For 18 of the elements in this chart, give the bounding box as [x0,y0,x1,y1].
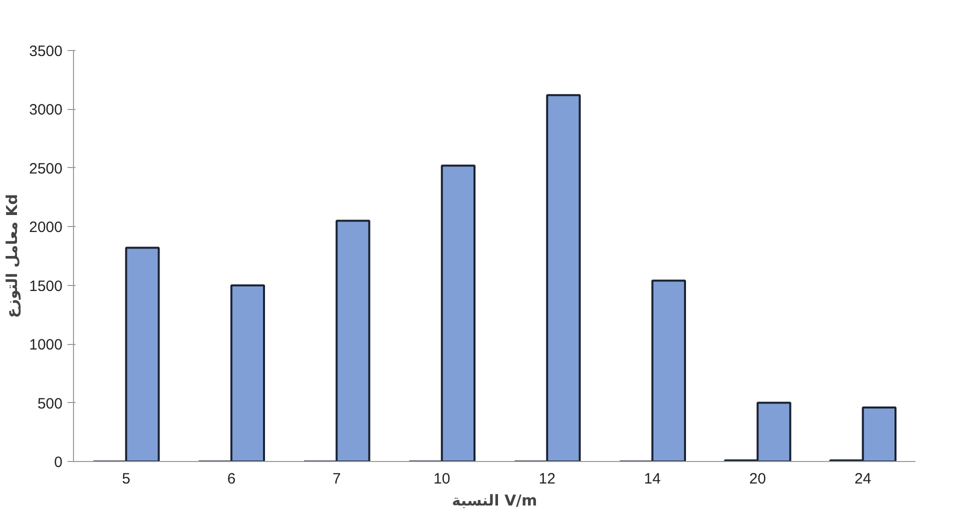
x-tick-label: 6 [227,470,236,488]
y-tick-label: 3000 [29,102,63,119]
y-tick-label: 1000 [29,336,63,354]
x-tick-label: 5 [122,470,130,488]
y-tick-label: 2000 [29,219,63,236]
y-tick-label: 2500 [29,160,63,178]
x-tick-label: 7 [332,470,341,488]
y-tick-label: 500 [37,395,63,412]
x-tick-label: 14 [644,470,661,488]
y-tick-label: 3500 [29,43,63,60]
x-tick-label: 12 [538,470,556,488]
x-tick-label: 20 [749,470,766,488]
y-tick-label: 1500 [29,278,63,295]
y-tick-label: 0 [54,454,62,471]
x-tick-label: 24 [854,470,872,488]
x-tick-label: 10 [434,470,450,488]
x-axis-title: النسبة V/m [452,492,538,510]
y-axis-title: معامل التوزع Kd [3,194,22,318]
